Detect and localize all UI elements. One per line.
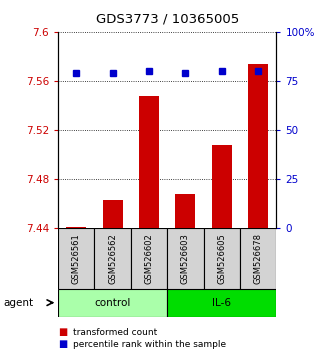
Text: control: control xyxy=(94,298,131,308)
Bar xyxy=(103,200,122,228)
Text: IL-6: IL-6 xyxy=(212,298,231,308)
Text: GSM526602: GSM526602 xyxy=(144,233,154,284)
Bar xyxy=(58,289,167,317)
Bar xyxy=(175,194,195,228)
Text: GSM526562: GSM526562 xyxy=(108,233,117,284)
Bar xyxy=(167,289,276,317)
Text: agent: agent xyxy=(3,298,33,308)
Bar xyxy=(248,64,268,228)
Bar xyxy=(139,96,159,228)
Bar xyxy=(58,228,94,289)
Text: GSM526678: GSM526678 xyxy=(254,233,263,284)
Text: ■: ■ xyxy=(58,327,67,337)
Text: percentile rank within the sample: percentile rank within the sample xyxy=(73,339,226,349)
Bar xyxy=(167,228,204,289)
Bar xyxy=(212,145,232,228)
Bar xyxy=(204,228,240,289)
Text: GSM526561: GSM526561 xyxy=(71,233,81,284)
Text: ■: ■ xyxy=(58,339,67,349)
Text: transformed count: transformed count xyxy=(73,327,157,337)
Bar xyxy=(131,228,167,289)
Text: GSM526605: GSM526605 xyxy=(217,233,226,284)
Bar xyxy=(94,228,131,289)
Bar xyxy=(240,228,276,289)
Text: GSM526603: GSM526603 xyxy=(181,233,190,284)
Bar xyxy=(66,227,86,228)
Text: GDS3773 / 10365005: GDS3773 / 10365005 xyxy=(96,12,239,25)
